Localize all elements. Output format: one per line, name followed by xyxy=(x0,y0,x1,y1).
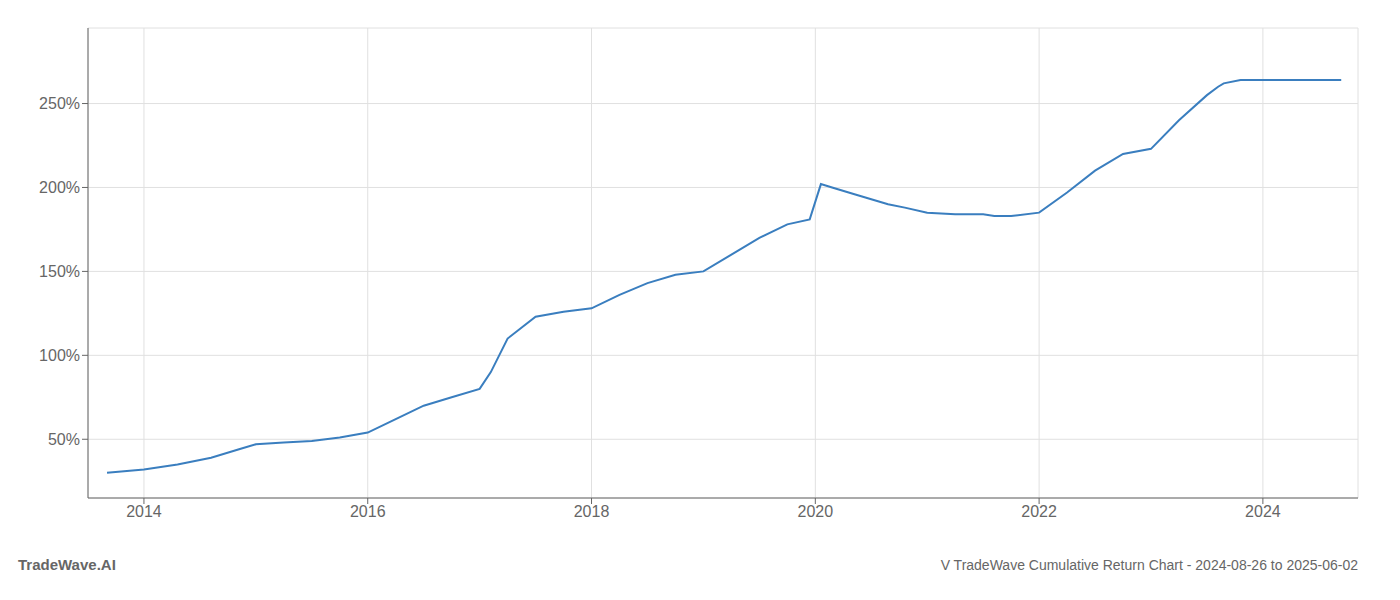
svg-text:250%: 250% xyxy=(39,95,80,112)
svg-text:2022: 2022 xyxy=(1021,503,1057,520)
svg-text:2016: 2016 xyxy=(350,503,386,520)
svg-text:2018: 2018 xyxy=(574,503,610,520)
svg-text:200%: 200% xyxy=(39,179,80,196)
svg-text:2014: 2014 xyxy=(126,503,162,520)
html-text:V TradeWave Cumulative Return: V TradeWave Cumulative Return Chart - 20… xyxy=(940,557,1358,573)
svg-text:2020: 2020 xyxy=(798,503,834,520)
svg-text:150%: 150% xyxy=(39,263,80,280)
svg-text:100%: 100% xyxy=(39,347,80,364)
svg-text:2024: 2024 xyxy=(1245,503,1281,520)
svg-text:50%: 50% xyxy=(48,431,80,448)
html-text:TradeWave.AI: TradeWave.AI xyxy=(18,556,116,573)
